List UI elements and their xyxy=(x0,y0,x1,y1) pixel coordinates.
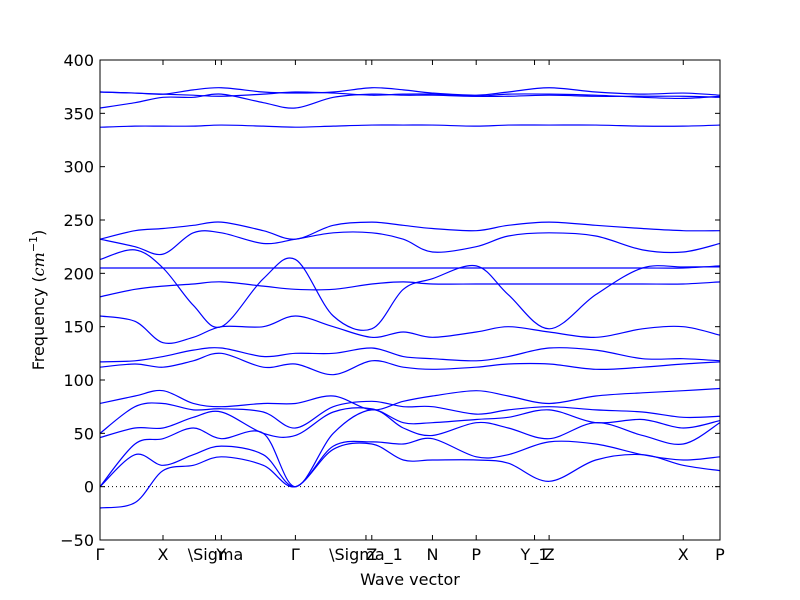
y-tick-label: 0 xyxy=(84,478,94,497)
y-axis-unit-open-paren: ( xyxy=(29,276,48,287)
x-tick-label: Y xyxy=(215,545,226,564)
phonon-branch-7 xyxy=(99,352,721,376)
plot-frame xyxy=(99,59,721,541)
y-tick-label: 150 xyxy=(63,318,94,337)
x-tick-label: \Sigma xyxy=(188,545,244,564)
x-tick-label: X xyxy=(678,545,689,564)
y-axis-unit-close-paren: ) xyxy=(29,230,48,236)
y-tick-label: 100 xyxy=(63,371,94,390)
phonon-branch-18 xyxy=(99,91,721,98)
phonon-branch-4 xyxy=(99,407,721,439)
y-tick-label: 400 xyxy=(63,51,94,70)
y-axis-unit-exponent: −1 xyxy=(27,236,40,252)
phonon-branch-11 xyxy=(100,265,721,269)
y-tick-label: 50 xyxy=(74,424,94,443)
x-tick-label: X xyxy=(158,545,169,564)
x-tick-label: P xyxy=(715,545,725,564)
phonon-branch-14 xyxy=(99,221,721,240)
y-tick-label: 300 xyxy=(63,158,94,177)
y-tick-label: 200 xyxy=(63,264,94,283)
phonon-branch-1 xyxy=(99,442,721,509)
phonon-branch-10 xyxy=(99,281,721,298)
phonon-branch-2 xyxy=(99,437,721,488)
x-tick-label: Z xyxy=(366,545,377,564)
x-tick-label: \Sigma_1 xyxy=(329,545,403,565)
phonon-branch-6 xyxy=(99,387,721,411)
y-tick-label: 250 xyxy=(63,211,94,230)
phonon-branch-17 xyxy=(99,87,721,96)
phonon-branch-13 xyxy=(99,230,721,256)
x-tick-label: Γ xyxy=(96,545,105,564)
y-axis-unit: cm xyxy=(29,252,48,276)
x-tick-label: Y_1 xyxy=(520,545,549,565)
phonon-branch-12 xyxy=(99,249,721,331)
y-axis-title: Frequency (cm−1) xyxy=(27,230,48,371)
phonon-branch-9 xyxy=(99,315,721,344)
phonon-branch-5 xyxy=(99,400,721,434)
x-axis-title: Wave vector xyxy=(360,570,460,589)
phonon-branch-15 xyxy=(99,124,721,128)
y-tick-label: −50 xyxy=(60,531,94,550)
x-tick-label: P xyxy=(471,545,481,564)
x-tick-label: Γ xyxy=(291,545,300,564)
x-tick-label: Z xyxy=(544,545,555,564)
phonon-branch-8 xyxy=(99,347,721,363)
y-axis-title-text: Frequency xyxy=(29,288,48,371)
x-tick-label: N xyxy=(426,545,438,564)
y-tick-label: 350 xyxy=(63,104,94,123)
